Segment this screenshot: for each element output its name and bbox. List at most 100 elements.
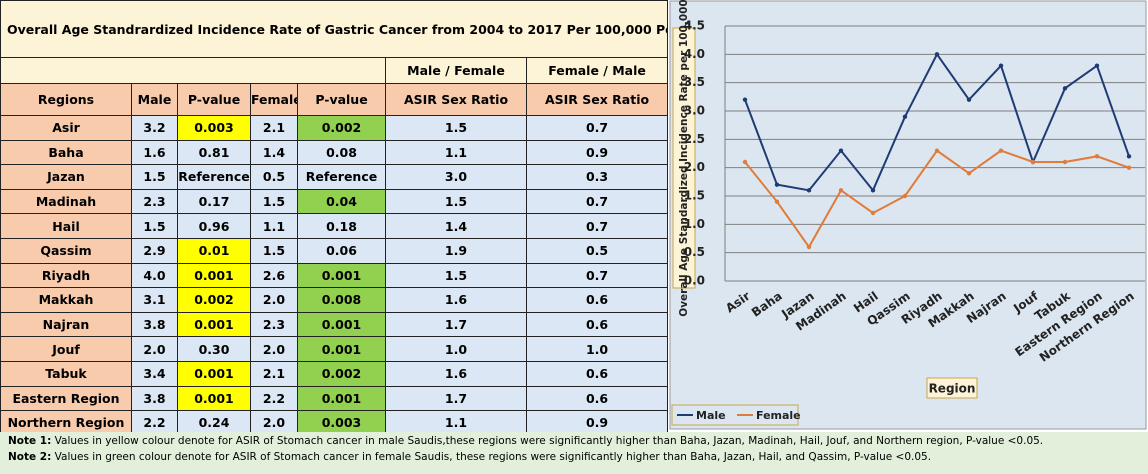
- table-cell: 0.001: [177, 385, 251, 412]
- table-cell: 3.0: [385, 164, 527, 190]
- table-cell: Madinah: [0, 188, 132, 215]
- table-cell: 2.0: [131, 336, 178, 362]
- table-cell: 0.7: [525, 188, 669, 215]
- point: [838, 188, 844, 193]
- point: [998, 63, 1004, 68]
- table-cell: 0.003: [177, 115, 251, 141]
- table-cell: 0.002: [297, 360, 386, 387]
- legend-label: Male: [696, 409, 726, 422]
- y-tick-label: 2.5: [684, 132, 705, 146]
- table-cell: 0.6: [525, 385, 669, 412]
- table-cell: 0.7: [525, 115, 669, 141]
- table-cell: [0, 57, 386, 84]
- note-text: Values in yellow colour denote for ASIR …: [51, 435, 1044, 447]
- table-cell: Female: [250, 83, 298, 116]
- table-cell: 0.008: [297, 287, 386, 313]
- table-cell: 4.0: [131, 262, 178, 289]
- table-cell: 0.96: [177, 213, 251, 239]
- table-cell: 0.002: [177, 287, 251, 313]
- table-cell: 2.9: [131, 237, 178, 264]
- table-cell: 2.3: [250, 311, 298, 338]
- point: [1030, 159, 1036, 165]
- table-cell: 0.18: [297, 213, 386, 239]
- table-cell: 0.003: [297, 410, 386, 436]
- table-cell: 0.002: [297, 115, 386, 141]
- table-cell: 3.2: [131, 115, 178, 141]
- y-tick-label: 0.5: [684, 245, 705, 259]
- table-row: Jouf 2.0 0.30 2.0 0.001 1.0 1.0: [0, 336, 669, 362]
- table-cell: 0.3: [525, 164, 669, 190]
- point: [998, 148, 1004, 153]
- data-table: Overall Age Standrardized Incidence Rate…: [0, 0, 669, 436]
- table-cell: Makkah: [0, 287, 132, 313]
- table-cell: Male / Female: [385, 57, 527, 84]
- table-cell: 0.001: [177, 311, 251, 338]
- table-cell: 1.1: [385, 410, 527, 436]
- y-tick-label: 4.0: [684, 47, 705, 61]
- table-cell: 0.001: [297, 336, 386, 362]
- legend-box: [671, 404, 799, 426]
- table-cell: 2.3: [131, 188, 178, 215]
- table-cell: Regions: [0, 83, 132, 116]
- point: [774, 199, 780, 204]
- table-cell: 0.7: [525, 262, 669, 289]
- table-cell: 2.0: [250, 336, 298, 362]
- y-tick-label: 0.0: [684, 274, 705, 288]
- table-cell: 1.0: [525, 336, 669, 362]
- y-tick-label: 2.0: [684, 160, 705, 174]
- table-row: Regions Male P-value Female P-value ASIR Sex …: [0, 83, 669, 116]
- point: [1094, 63, 1100, 68]
- table-cell: 1.7: [385, 311, 527, 338]
- point: [1062, 86, 1068, 91]
- table-cell: Asir: [0, 115, 132, 141]
- table-row: Riyadh 4.0 0.001 2.6 0.001 1.5 0.7: [0, 262, 669, 289]
- table-cell: 1.5: [250, 237, 298, 264]
- x-axis-label: Region: [929, 382, 976, 396]
- table-cell: 1.5: [385, 115, 527, 141]
- table-cell: 2.6: [250, 262, 298, 289]
- table-row: Northern Region 2.2 0.24 2.0 0.003 1.1 0.9: [0, 410, 669, 436]
- table-cell: Hail: [0, 213, 132, 239]
- table-cell: Eastern Region: [0, 385, 132, 412]
- table-cell: Female / Male: [525, 57, 669, 84]
- table-cell: 0.81: [177, 139, 251, 166]
- table-cell: 1.5: [250, 188, 298, 215]
- table-cell: ASIR Sex Ratio: [525, 83, 669, 116]
- point: [870, 188, 876, 193]
- table-cell: 1.1: [385, 139, 527, 166]
- table-cell: Tabuk: [0, 360, 132, 387]
- point: [934, 52, 940, 57]
- x-label-box: [926, 377, 978, 399]
- point: [870, 210, 876, 216]
- table-cell: 0.04: [297, 188, 386, 215]
- table-row: Hail 1.5 0.96 1.1 0.18 1.4 0.7: [0, 213, 669, 239]
- table-row: Asir 3.2 0.003 2.1 0.002 1.5 0.7: [0, 115, 669, 141]
- y-tick-label: 1.0: [684, 217, 705, 231]
- table-cell: Jazan: [0, 164, 132, 190]
- note-label: Note 2:: [8, 451, 52, 463]
- table-cell: 0.9: [525, 139, 669, 166]
- table-cell: 1.5: [131, 164, 178, 190]
- point: [1094, 154, 1100, 159]
- point: [902, 193, 908, 199]
- note-label: Note 1:: [8, 435, 52, 447]
- table-cell: 1.0: [385, 336, 527, 362]
- table-cell: 3.8: [131, 311, 178, 338]
- table-cell: ASIR Sex Ratio: [385, 83, 527, 116]
- chart-background: [669, 0, 1147, 430]
- point: [742, 159, 748, 165]
- table-row: Madinah 2.3 0.17 1.5 0.04 1.5 0.7: [0, 188, 669, 215]
- point: [838, 148, 844, 153]
- table-cell: 0.7: [525, 213, 669, 239]
- table-row: Qassim 2.9 0.01 1.5 0.06 1.9 0.5: [0, 237, 669, 264]
- table-cell: 0.6: [525, 287, 669, 313]
- table-cell: 2.0: [250, 287, 298, 313]
- table-cell: Jouf: [0, 336, 132, 362]
- table-cell: 3.4: [131, 360, 178, 387]
- notes: Note 1: Values in yellow colour denote f…: [0, 432, 1148, 474]
- table-row: Jazan 1.5 Reference 0.5 Reference 3.0 0.3: [0, 164, 669, 190]
- point: [806, 244, 812, 250]
- table-cell: 3.1: [131, 287, 178, 313]
- table-row: Overall Age Standrardized Incidence Rate…: [0, 0, 669, 58]
